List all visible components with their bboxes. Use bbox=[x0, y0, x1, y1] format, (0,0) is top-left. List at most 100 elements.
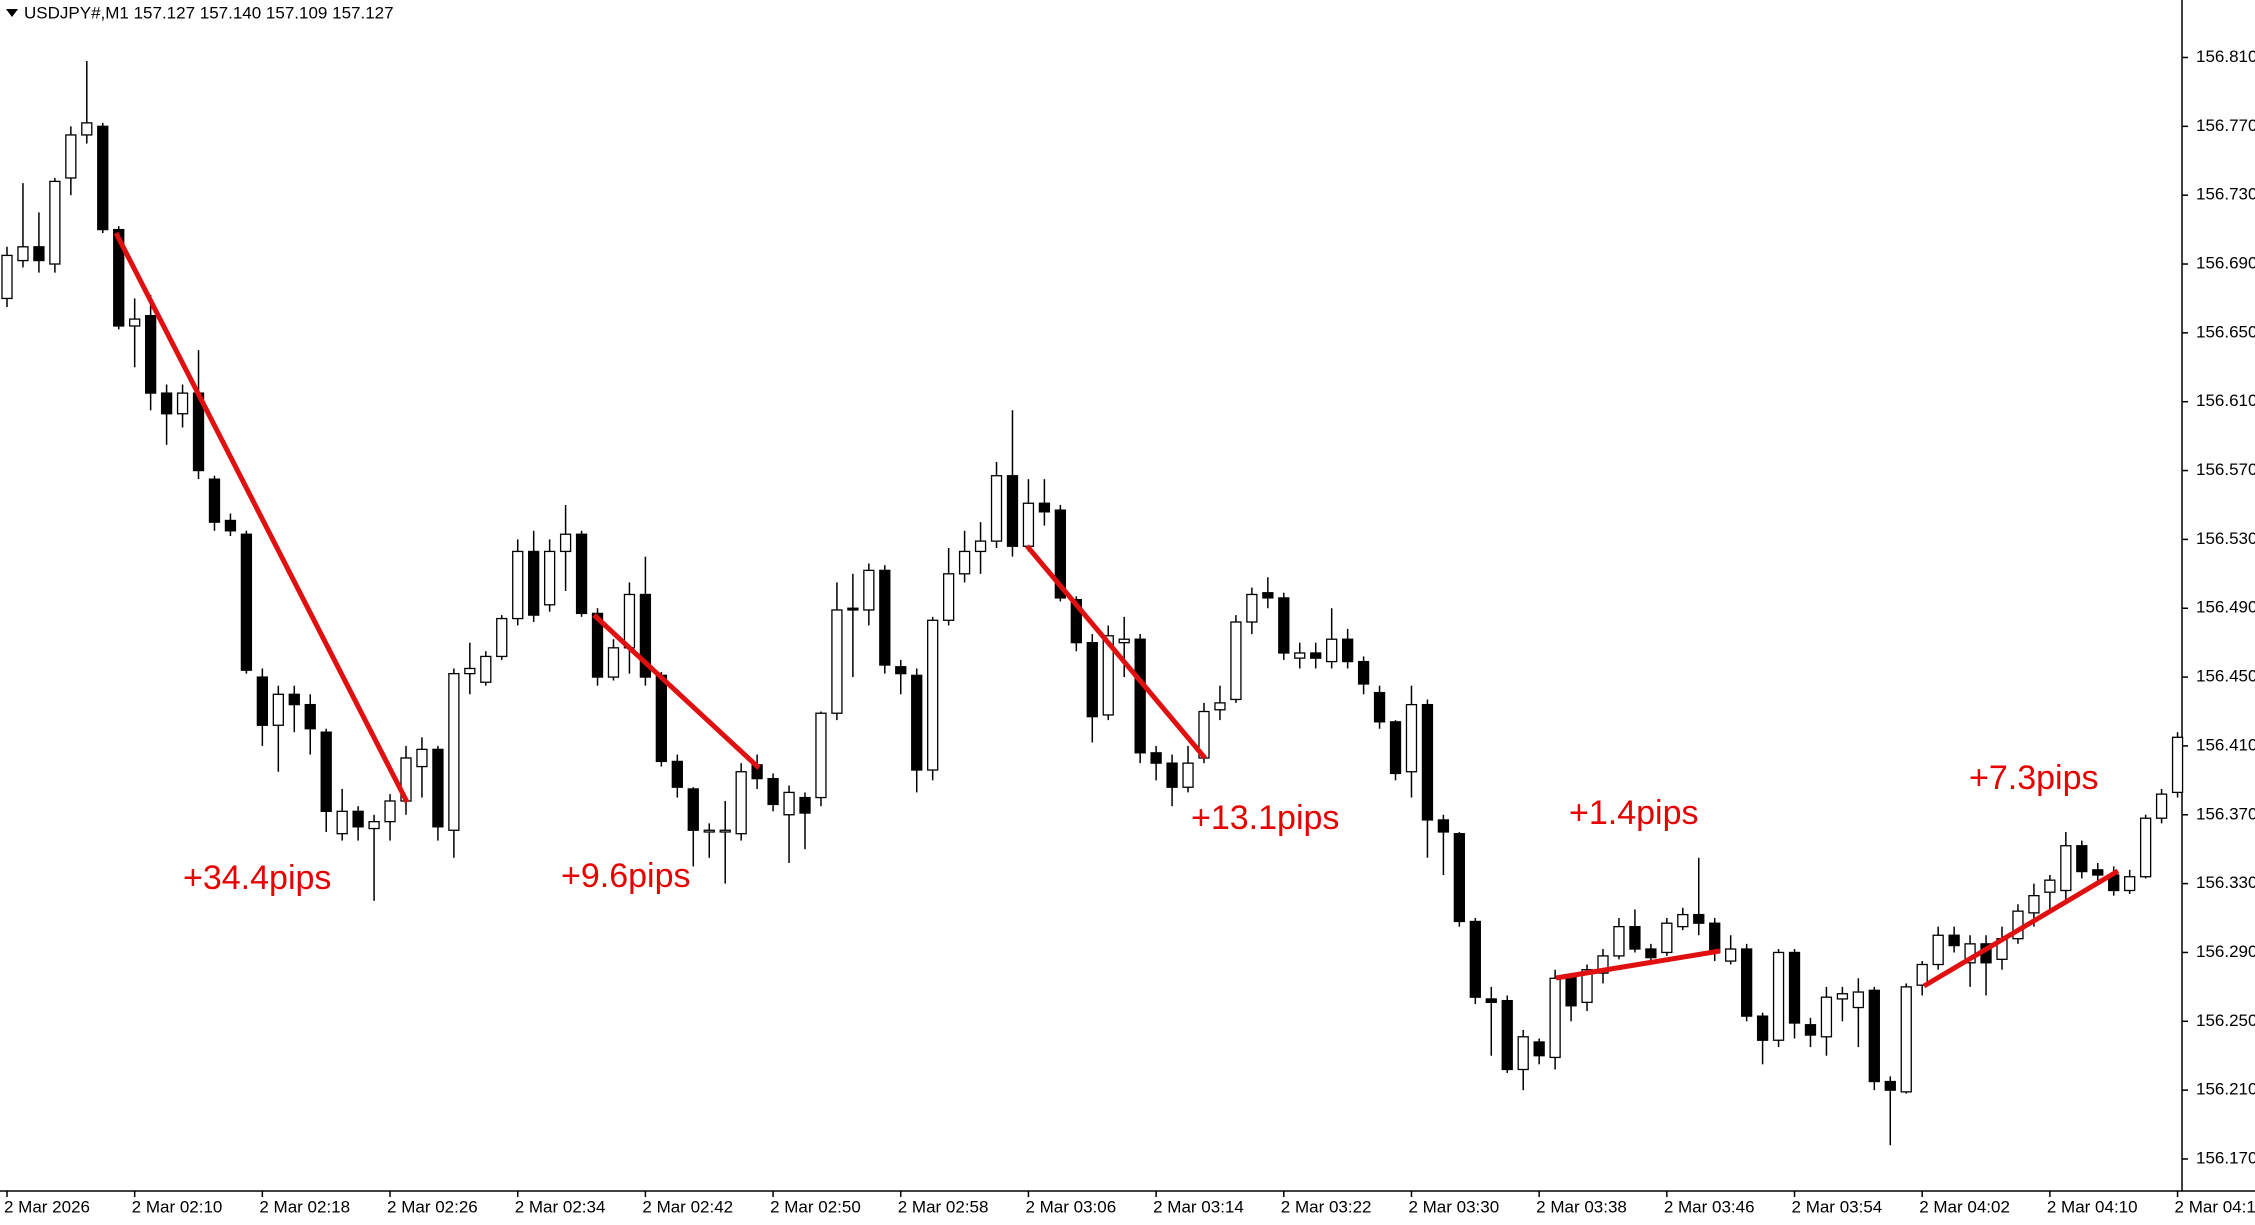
trend-line bbox=[1025, 544, 1207, 760]
candle-body bbox=[1772, 951, 1785, 1041]
x-tick-label: 2 Mar 04:02 bbox=[1919, 1197, 2010, 1216]
x-tick-label: 2 Mar 02:58 bbox=[898, 1197, 989, 1216]
candle-body bbox=[1437, 819, 1450, 833]
x-tick-label: 2 Mar 04:18 bbox=[2175, 1197, 2255, 1216]
x-tick-label: 2 Mar 02:50 bbox=[770, 1197, 861, 1216]
candle-body bbox=[1006, 475, 1019, 547]
candle-body bbox=[942, 573, 955, 621]
dropdown-arrow[interactable] bbox=[6, 9, 18, 17]
candle-body bbox=[1549, 977, 1561, 1059]
candle-body bbox=[144, 314, 157, 394]
x-tick-label: 2 Mar 02:18 bbox=[259, 1197, 350, 1216]
x-tick-label: 2 Mar 03:06 bbox=[1025, 1197, 1116, 1216]
candle-body bbox=[1900, 986, 1912, 1093]
candle-body bbox=[448, 672, 460, 831]
candle-body bbox=[464, 667, 476, 675]
candle-body bbox=[1341, 638, 1354, 663]
candle-body bbox=[1118, 638, 1130, 644]
candle-body bbox=[2155, 793, 2168, 819]
x-tick-label: 2 Mar 02:34 bbox=[515, 1197, 606, 1216]
y-tick-label: 156.330 bbox=[2196, 873, 2255, 892]
candle-body bbox=[1884, 1080, 1896, 1091]
candle-body bbox=[1932, 934, 1944, 966]
candle-body bbox=[783, 791, 795, 816]
candle-body bbox=[2171, 736, 2184, 794]
candle-body bbox=[1836, 993, 1849, 1000]
candle-body bbox=[1182, 762, 1194, 788]
candle-body bbox=[1677, 913, 1689, 928]
candle-body bbox=[1230, 621, 1242, 701]
candle-body bbox=[1804, 1024, 1817, 1036]
candle-body bbox=[1054, 509, 1067, 599]
candle-body bbox=[240, 533, 253, 671]
x-tick-label: 2 Mar 04:10 bbox=[2047, 1197, 2138, 1216]
candle-body bbox=[1421, 703, 1434, 821]
trend-line bbox=[592, 613, 761, 770]
candle-body bbox=[639, 593, 652, 678]
chart-title: USDJPY#,M1 157.127 157.140 157.109 157.1… bbox=[24, 3, 394, 22]
candle-body bbox=[496, 617, 508, 658]
x-tick-label: 2 Mar 03:38 bbox=[1536, 1197, 1627, 1216]
candle-body bbox=[272, 693, 284, 726]
candle-body bbox=[2124, 876, 2136, 892]
candle-body bbox=[368, 821, 380, 830]
candle-body bbox=[974, 540, 987, 553]
candle-body bbox=[129, 318, 141, 327]
candle-body bbox=[1725, 948, 1737, 962]
candle-body bbox=[224, 519, 237, 532]
candle-body bbox=[559, 533, 572, 553]
candle-body bbox=[1278, 597, 1290, 654]
candle-body bbox=[591, 612, 604, 678]
trend-line bbox=[113, 231, 410, 804]
candle-body bbox=[799, 796, 811, 814]
candle-body bbox=[1389, 721, 1402, 775]
candle-body bbox=[1246, 593, 1258, 623]
candle-body bbox=[1709, 922, 1721, 954]
candle-body bbox=[1150, 752, 1162, 764]
candle-body bbox=[1357, 660, 1370, 685]
candle-body bbox=[336, 810, 348, 835]
candle-body bbox=[1852, 991, 1865, 1009]
candle-body bbox=[687, 788, 699, 831]
candle-body bbox=[1, 254, 13, 300]
candle-body bbox=[863, 569, 875, 611]
candle-body bbox=[895, 666, 907, 675]
candle-body bbox=[1326, 638, 1338, 663]
candle-body bbox=[1533, 1041, 1545, 1057]
candle-body bbox=[512, 550, 524, 620]
candle-body bbox=[432, 748, 444, 828]
candle-body bbox=[1102, 635, 1114, 716]
candle-body bbox=[1453, 833, 1466, 923]
candle-body bbox=[2028, 895, 2040, 914]
candle-body bbox=[1565, 975, 1577, 1007]
annotation: +34.4pips bbox=[183, 859, 331, 897]
annotation: +7.3pips bbox=[1969, 759, 2099, 797]
candle-body bbox=[1166, 762, 1178, 788]
candle-body bbox=[607, 647, 620, 678]
candle-body bbox=[1214, 702, 1226, 711]
candle-body bbox=[1693, 913, 1705, 924]
candle-body bbox=[384, 800, 396, 823]
candle-body bbox=[1086, 642, 1098, 718]
y-tick-label: 156.730 bbox=[2196, 185, 2255, 204]
y-tick-label: 156.530 bbox=[2196, 529, 2255, 548]
y-tick-label: 156.210 bbox=[2196, 1080, 2255, 1099]
x-tick-label: 2 Mar 03:30 bbox=[1408, 1197, 1499, 1216]
x-tick-label: 2 Mar 02:42 bbox=[642, 1197, 733, 1216]
candle-body bbox=[288, 693, 300, 706]
candle-body bbox=[2044, 879, 2056, 893]
candle-body bbox=[81, 122, 93, 136]
trend-line bbox=[1922, 868, 2120, 989]
candle-body bbox=[17, 246, 29, 262]
candle-body bbox=[911, 674, 923, 771]
candle-body bbox=[735, 771, 747, 835]
candle-body bbox=[1022, 502, 1035, 547]
candle-body bbox=[815, 712, 827, 799]
candle-body bbox=[1581, 969, 1593, 1004]
candle-body bbox=[703, 829, 715, 833]
candle-body bbox=[1916, 963, 1928, 986]
candle-body bbox=[160, 392, 173, 415]
candle-body bbox=[65, 134, 77, 179]
